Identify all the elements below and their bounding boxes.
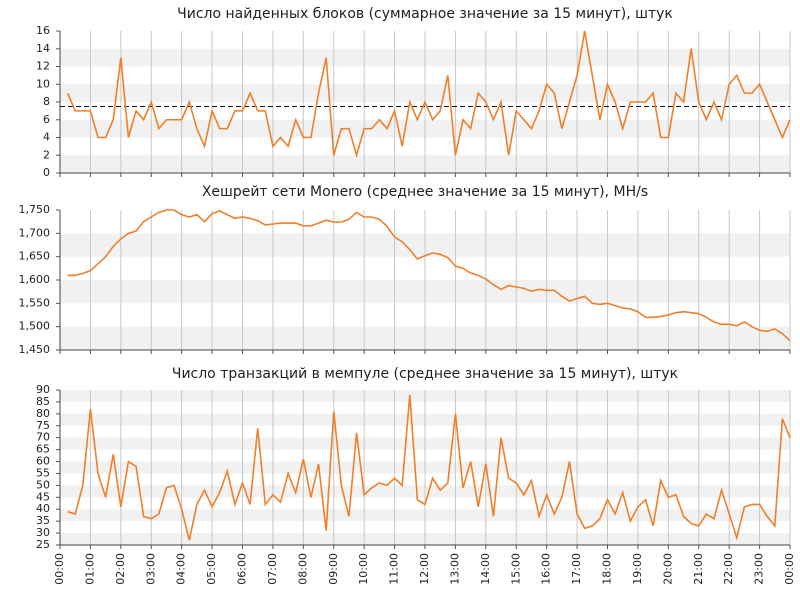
x-tick-label: 00:00	[53, 553, 66, 585]
x-tick-label: 00:00	[783, 553, 796, 585]
y-tick-label: 1,750	[19, 203, 51, 216]
x-tick-label: 12:00	[418, 553, 431, 585]
y-tick-label: 70	[36, 431, 50, 444]
data-line	[67, 394, 791, 541]
x-tick-label: 23:00	[753, 553, 766, 585]
x-tick-label: 02:00	[114, 553, 127, 585]
y-tick-label: 90	[36, 383, 50, 396]
x-tick-label: 22:00	[722, 553, 735, 585]
y-tick-label: 55	[36, 466, 50, 479]
y-tick-label: 80	[36, 407, 50, 420]
y-tick-label: 1,700	[19, 226, 51, 239]
y-tick-label: 1,650	[19, 250, 51, 263]
x-tick-label: 19:00	[631, 553, 644, 585]
chart-title: Хешрейт сети Monero (среднее значение за…	[202, 184, 648, 200]
y-tick-label: 85	[36, 395, 50, 408]
y-tick-label: 60	[36, 455, 50, 468]
x-tick-label: 16:00	[540, 553, 553, 585]
y-tick-label: 0	[43, 166, 50, 179]
x-tick-label: 20:00	[661, 553, 674, 585]
y-tick-label: 12	[36, 60, 50, 73]
x-tick-label: 11:00	[388, 553, 401, 585]
y-tick-label: 6	[43, 113, 50, 126]
x-tick-label: 03:00	[144, 553, 157, 585]
x-tick-label: 10:00	[357, 553, 370, 585]
x-tick-label: 21:00	[692, 553, 705, 585]
y-tick-label: 14	[36, 42, 50, 55]
y-tick-label: 2	[43, 148, 50, 161]
x-tick-label: 01:00	[83, 553, 96, 585]
y-tick-label: 1,550	[19, 296, 51, 309]
x-tick-label: 18:00	[601, 553, 614, 585]
chart-title: Число транзакций в мемпуле (среднее знач…	[172, 366, 678, 382]
x-tick-label: 17:00	[570, 553, 583, 585]
y-tick-label: 8	[43, 95, 50, 108]
y-tick-label: 25	[36, 538, 50, 551]
x-tick-label: 07:00	[266, 553, 279, 585]
x-tick-label: 06:00	[236, 553, 249, 585]
chart-title: Число найденных блоков (суммарное значен…	[177, 6, 673, 22]
y-tick-label: 4	[43, 131, 50, 144]
y-tick-label: 1,500	[19, 320, 51, 333]
x-tick-label: 04:00	[175, 553, 188, 585]
y-tick-label: 1,450	[19, 343, 51, 356]
x-tick-label: 15:00	[509, 553, 522, 585]
y-tick-label: 65	[36, 443, 50, 456]
data-line	[66, 30, 791, 159]
y-tick-label: 35	[36, 514, 50, 527]
x-tick-label: 09:00	[327, 553, 340, 585]
x-tick-label: 14:00	[479, 553, 492, 585]
x-tick-label: 08:00	[296, 553, 309, 585]
y-tick-label: 30	[36, 526, 50, 539]
y-tick-label: 75	[36, 419, 50, 432]
y-tick-label: 16	[36, 24, 50, 37]
y-tick-label: 1,600	[19, 273, 51, 286]
x-tick-label: 13:00	[448, 553, 461, 585]
x-tick-label: 05:00	[205, 553, 218, 585]
y-tick-label: 40	[36, 502, 50, 515]
y-tick-label: 45	[36, 490, 50, 503]
y-tick-label: 50	[36, 478, 50, 491]
data-line	[67, 209, 791, 342]
y-tick-label: 10	[36, 77, 50, 90]
